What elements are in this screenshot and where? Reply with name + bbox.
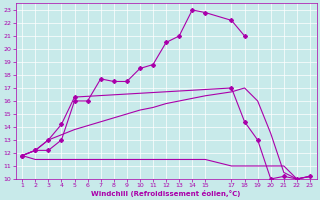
X-axis label: Windchill (Refroidissement éolien,°C): Windchill (Refroidissement éolien,°C)	[92, 190, 241, 197]
